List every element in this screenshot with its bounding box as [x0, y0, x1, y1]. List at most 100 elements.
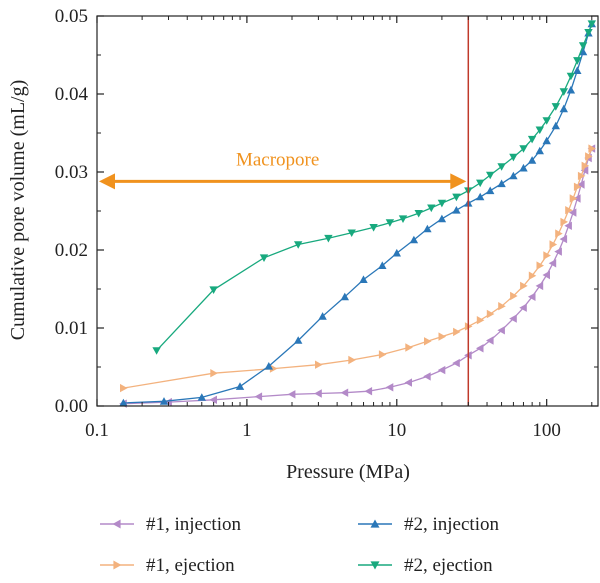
data-point [577, 171, 586, 181]
data-point [294, 241, 303, 249]
data-point [528, 271, 537, 280]
arrow-head-right [450, 173, 467, 190]
legend-item: #1, injection [100, 514, 241, 535]
data-point [294, 336, 303, 344]
data-point [318, 312, 327, 320]
data-point [554, 247, 562, 256]
data-point [560, 217, 568, 227]
series-line [156, 23, 593, 352]
data-point [542, 270, 550, 280]
legend-item: #2, ejection [358, 555, 493, 576]
data-point [437, 365, 446, 375]
data-point [269, 364, 278, 373]
data-point [486, 171, 495, 180]
y-tick-label: 0.04 [55, 84, 89, 105]
data-point [197, 393, 206, 401]
x-tick-label: 10 [387, 420, 406, 441]
data-point [587, 20, 596, 28]
series-line [123, 148, 593, 389]
data-point [565, 206, 573, 215]
data-point [210, 369, 218, 378]
legend-marker [113, 560, 122, 570]
data-point [510, 291, 518, 301]
data-point [287, 390, 296, 399]
data-point [588, 144, 596, 153]
legend-marker [370, 561, 380, 570]
data-point [559, 88, 568, 96]
data-point [364, 387, 373, 396]
data-point [509, 314, 517, 323]
data-point [549, 240, 558, 249]
data-point [573, 182, 582, 191]
data-point [209, 286, 218, 294]
data-point [509, 171, 518, 180]
legend-marker [370, 519, 380, 528]
data-point [486, 336, 494, 345]
data-point [551, 121, 560, 130]
legend-marker [112, 519, 121, 529]
data-point [235, 382, 245, 390]
data-point [404, 378, 412, 387]
series-4 [152, 20, 596, 355]
legend-label: #2, ejection [404, 555, 493, 576]
data-point [527, 156, 537, 164]
legend-item: #1, ejection [100, 555, 235, 576]
data-point [542, 117, 551, 125]
data-point [340, 292, 349, 301]
data-point [424, 337, 432, 346]
legend: #1, injection #2, injection #1, ejection #2… [100, 514, 499, 576]
data-point [573, 66, 582, 74]
data-point [581, 161, 590, 170]
data-point [559, 234, 568, 244]
data-point [324, 234, 333, 243]
data-point [264, 362, 273, 370]
data-point [437, 214, 447, 223]
data-point [453, 327, 461, 337]
data-point [535, 126, 544, 135]
y-axis-title: Cumulative pore volume (mL/g) [7, 80, 29, 341]
data-point [497, 326, 505, 335]
data-point [369, 224, 378, 232]
data-point [423, 372, 431, 381]
data-point [536, 261, 544, 270]
data-point [497, 179, 506, 188]
data-point [427, 204, 436, 213]
data-point [476, 192, 485, 201]
x-axis-title: Pressure (MPa) [286, 461, 410, 483]
data-point [573, 57, 582, 65]
data-point [519, 145, 528, 153]
y-tick-label: 0.00 [55, 396, 88, 417]
data-point [498, 302, 506, 311]
data-point [452, 193, 461, 202]
data-point [520, 281, 528, 291]
series-line [123, 148, 593, 405]
data-point [414, 210, 423, 218]
data-point [259, 254, 269, 262]
data-point [438, 332, 447, 341]
data-point [423, 224, 432, 233]
data-point [476, 179, 485, 188]
data-point [152, 347, 161, 355]
data-point [359, 275, 368, 283]
data-point [555, 229, 563, 238]
data-point [535, 281, 544, 291]
data-point [486, 309, 495, 319]
data-point [378, 350, 387, 359]
data-point [509, 153, 518, 162]
data-point [120, 383, 128, 393]
legend-label: #1, injection [146, 514, 241, 535]
data-point [497, 163, 506, 171]
data-point [452, 358, 460, 368]
legend-item: #2, injection [358, 514, 499, 535]
data-point [584, 29, 593, 37]
legend-label: #1, ejection [146, 555, 235, 576]
data-point [409, 235, 419, 244]
data-point [535, 146, 544, 155]
data-point [476, 316, 485, 325]
data-point [437, 199, 447, 208]
data-point [542, 136, 551, 145]
data-point [486, 186, 495, 195]
data-point [209, 395, 217, 404]
data-point [385, 383, 394, 392]
data-point [254, 392, 263, 401]
